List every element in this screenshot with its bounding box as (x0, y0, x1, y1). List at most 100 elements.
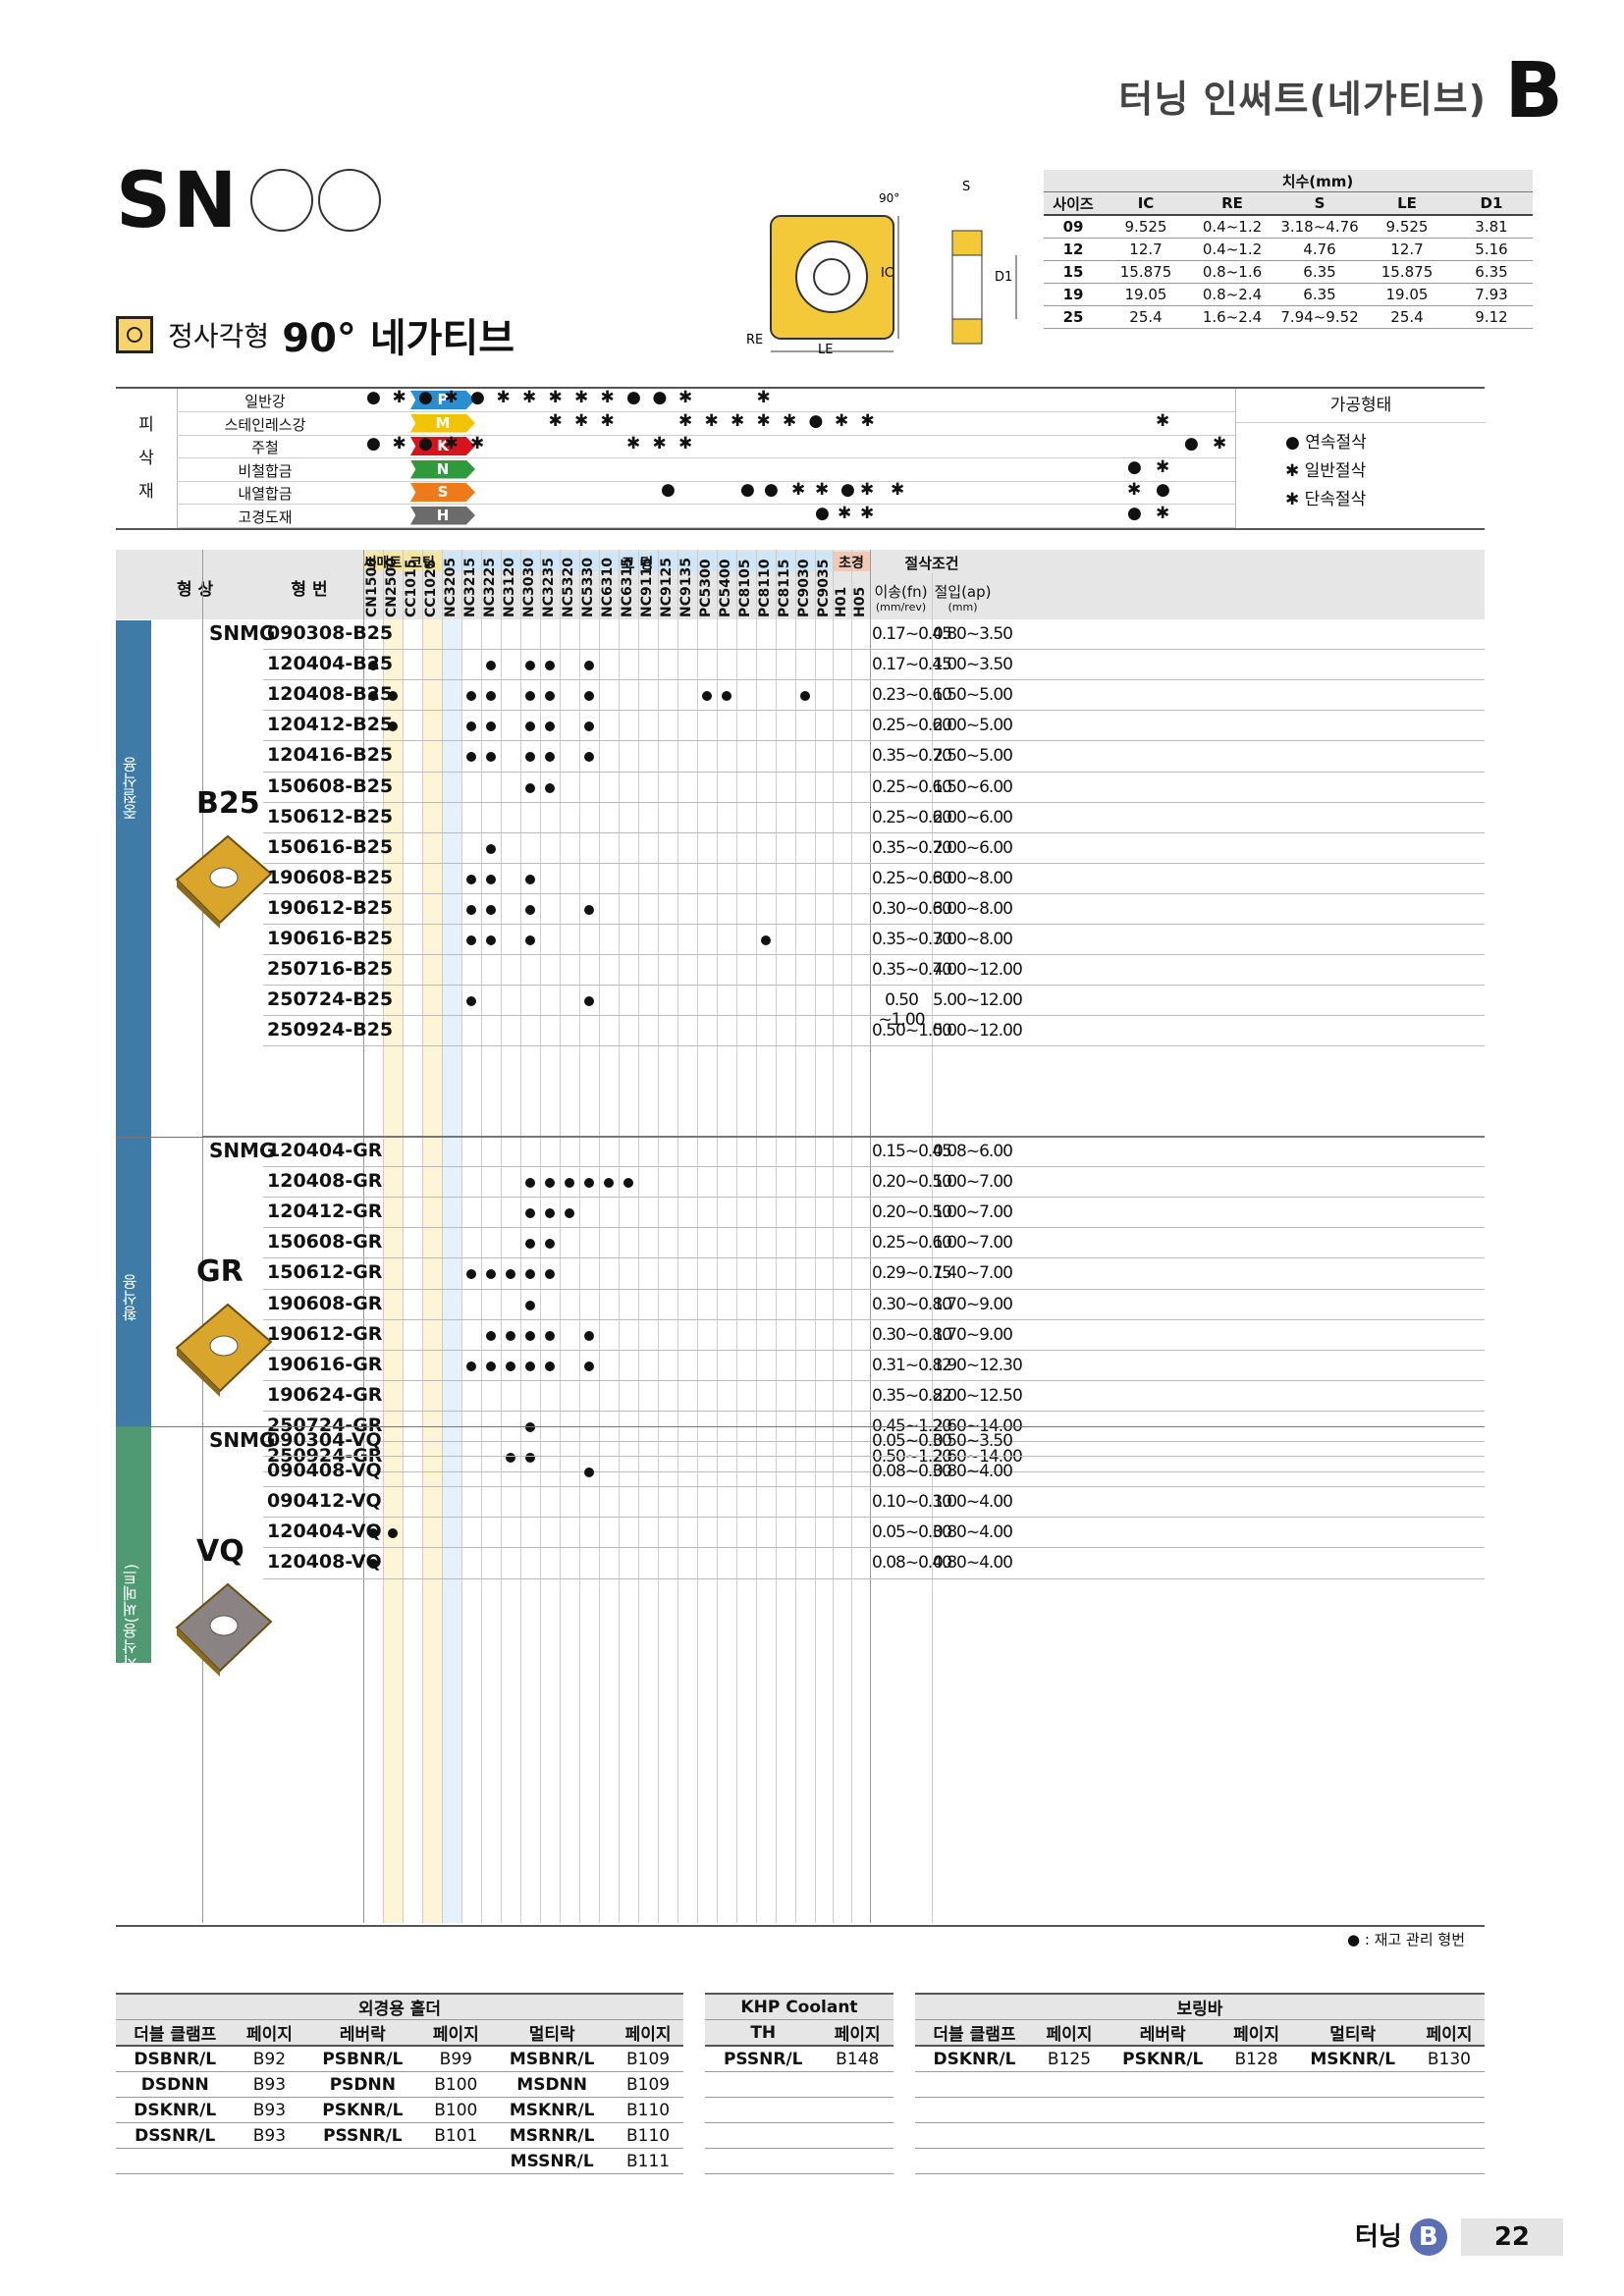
grade-column-line (540, 550, 541, 1923)
cut-symbol: ✱ (860, 410, 875, 431)
grade-column-line (795, 550, 796, 1923)
type-code: 190624-GR (267, 1383, 383, 1406)
cut-symbol: ✱ (574, 410, 589, 431)
grade-header-PC9035: PC9035 (816, 559, 832, 618)
grade-column-line (717, 550, 718, 1923)
type-code: 120412-GR (267, 1201, 383, 1223)
stock-dot (584, 691, 594, 702)
re-label: RE (746, 333, 763, 347)
page-ref: B128 (1220, 2046, 1292, 2072)
stock-dot (584, 1468, 594, 1478)
stock-dot (584, 904, 594, 915)
grade-column-line (677, 550, 678, 1923)
grade-header-PC5300: PC5300 (698, 559, 714, 618)
feed-value: 0.35~0.70 (872, 930, 952, 949)
material-code-H: H (410, 506, 475, 525)
depth-unit: (mm) (947, 601, 978, 614)
continuous-cut-symbol: ● (652, 388, 668, 407)
grade-header-NC3215: NC3215 (462, 558, 478, 617)
dim-cell: 12.7 (1103, 238, 1189, 261)
row-line (263, 1410, 1485, 1412)
type-code: 120408-B25 (267, 683, 394, 706)
feed-value: 0.23~0.60 (872, 685, 952, 706)
holder-header: 레버락 (1105, 2019, 1221, 2047)
stock-dot (486, 1330, 496, 1341)
feed-value: 0.35~0.70 (872, 960, 952, 981)
feed-value: 0.35~0.82 (872, 1385, 952, 1406)
holder-code (1291, 2097, 1414, 2123)
dim-cell: 9.12 (1450, 305, 1533, 329)
holder-row: DSSNR/L B93 PSSNR/L B101 MSRNR/L B110 (116, 2122, 683, 2149)
section-badge: B (1409, 2218, 1447, 2256)
cut-symbol: ✱ (496, 388, 511, 407)
grade-header-NC3030: NC3030 (521, 558, 537, 617)
dim-cell: 0.8~2.4 (1189, 283, 1275, 306)
dim-cell: 0.8~1.6 (1189, 260, 1275, 284)
stock-dot (466, 996, 476, 1007)
feed-value: 0.30~0.80 (872, 1324, 952, 1345)
holder-header: 더블 클램프 (915, 2019, 1034, 2047)
stock-dot (486, 691, 496, 702)
holder-code (1291, 2148, 1414, 2174)
stock-dot (368, 1528, 378, 1539)
holder-code (705, 2148, 822, 2174)
stock-dot (525, 1239, 535, 1250)
feed-value: 0.25~0.60 (872, 1233, 952, 1254)
feed-value: 0.17~0.45 (872, 624, 952, 644)
subtitle: 정사각형 90° 네가티브 (116, 306, 514, 363)
feed-value: 0.25~0.60 (872, 716, 952, 736)
dim-cell: 4.76 (1275, 238, 1364, 261)
cut-symbol: ✱ (1156, 503, 1170, 523)
depth-value: 5.00~12.00 (933, 1021, 1023, 1041)
holder-code (705, 2097, 822, 2123)
holder-row (915, 2071, 1485, 2098)
grade-column-line (756, 550, 757, 1923)
d1-label: D1 (995, 270, 1012, 285)
holder-code: PSKNR/L (1105, 2046, 1221, 2072)
cut-symbol: ✱ (835, 410, 849, 431)
page-ref: B101 (420, 2122, 492, 2149)
holder-row: DSKNR/L B93 PSKNR/L B100 MSKNR/L B110 (116, 2097, 683, 2123)
type-code: 150608-GR (267, 1231, 383, 1254)
type-code: 090308-B25 (267, 622, 394, 644)
holder-header: 페이지 (234, 2019, 305, 2047)
stock-dot (525, 874, 535, 884)
stock-dot (584, 721, 594, 732)
type-code: 120404-GR (267, 1140, 383, 1161)
grade-column-tint (422, 619, 442, 1923)
dim-cell: 19.05 (1364, 283, 1450, 306)
feed-value: 0.29~0.75 (872, 1263, 952, 1284)
holder-row: DSKNR/L B125 PSKNR/L B128 MSKNR/L B130 (915, 2046, 1485, 2072)
stock-dot (368, 691, 378, 702)
holder-code (915, 2148, 1034, 2174)
shape-divider (202, 550, 203, 1923)
cut-symbol: ✱ (678, 434, 693, 454)
material-row (177, 412, 1235, 436)
feed-value: 0.35~0.70 (872, 837, 952, 858)
depth-value: 2.00~6.00 (933, 837, 1013, 858)
type-code: 120408-VQ (267, 1551, 382, 1574)
depth-value: 1.70~9.00 (933, 1294, 1013, 1314)
type-prefix: SNMG (209, 1428, 276, 1452)
depth-value: 2.00~6.00 (933, 807, 1013, 828)
row-line (263, 801, 1485, 803)
row-line (263, 1471, 1485, 1473)
holder-header: 더블 클램프 (116, 2019, 235, 2047)
external-holder-table: 외경용 홀더 더블 클램프 페이지 레버락 페이지 멀티락 페이지 DSBNR/L B92 P… (116, 1993, 683, 2174)
row-line (263, 954, 1485, 956)
holder-code: MSDNN (491, 2071, 614, 2098)
grade-column-line (776, 550, 777, 1923)
feed-value: 0.35~0.70 (872, 746, 952, 767)
depth-value: 1.90~12.30 (933, 1355, 1023, 1375)
page-ref (1220, 2148, 1292, 2174)
feed-value: 0.17~0.45 (872, 655, 952, 675)
stock-dot (722, 691, 731, 702)
type-divider (363, 550, 364, 1923)
stock-dot (486, 874, 496, 884)
holder-code: PSBNR/L (304, 2046, 421, 2072)
feed-unit: (mm/rev) (875, 601, 927, 614)
ic-label: IC (881, 266, 893, 281)
page-ref (821, 2148, 893, 2174)
grade-column-line (579, 550, 580, 1923)
row-line (263, 1577, 1485, 1579)
